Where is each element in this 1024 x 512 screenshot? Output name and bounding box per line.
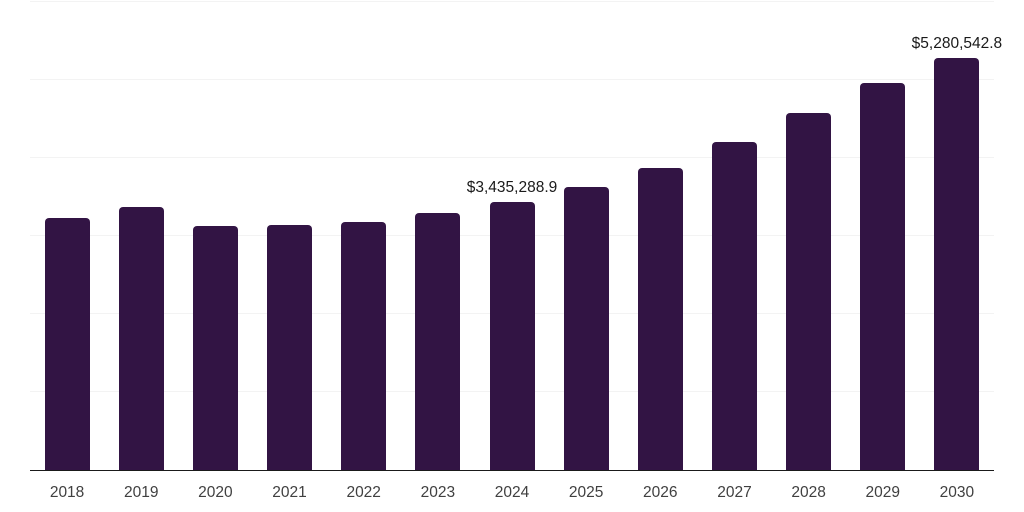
bar-2024[interactable] — [489, 202, 535, 470]
data-label-2030: $5,280,542.8 — [911, 34, 1003, 52]
bar-2026[interactable] — [637, 168, 683, 470]
bar-2021[interactable] — [267, 225, 313, 470]
gridline — [30, 1, 994, 2]
x-tick-2027: 2027 — [717, 484, 752, 501]
bar-2027[interactable] — [711, 142, 757, 470]
gridline — [30, 157, 994, 158]
bar-2020[interactable] — [192, 225, 238, 470]
x-tick-2021: 2021 — [272, 484, 307, 501]
plot-area: $3,435,288.9 $5,280,542.8 — [30, 1, 1002, 471]
x-tick-2028: 2028 — [791, 484, 826, 501]
bar-2028[interactable] — [786, 113, 832, 470]
x-tick-2019: 2019 — [123, 484, 159, 501]
x-tick-2026: 2026 — [643, 484, 678, 501]
bar-2029[interactable] — [860, 82, 906, 470]
x-tick-2020: 2020 — [198, 484, 233, 501]
bar-2023[interactable] — [415, 213, 461, 470]
bar-2025[interactable] — [563, 186, 609, 470]
gridline — [30, 79, 994, 80]
x-tick-2022: 2022 — [346, 484, 381, 501]
bar-2022[interactable] — [341, 221, 387, 470]
x-tick-2024: 2024 — [494, 484, 530, 501]
bar-2030[interactable] — [934, 58, 980, 470]
x-tick-2018: 2018 — [49, 484, 85, 501]
x-tick-2030: 2030 — [939, 484, 975, 501]
bar-2018[interactable] — [44, 218, 90, 470]
data-label-2024: $3,435,288.9 — [466, 178, 558, 196]
x-tick-2023: 2023 — [420, 484, 456, 501]
x-tick-2025: 2025 — [568, 484, 604, 501]
x-tick-2029: 2029 — [865, 484, 901, 501]
bar-2019[interactable] — [118, 207, 164, 470]
x-axis: 2018 2019 2020 2021 2022 2023 2024 2025 2026 2027… — [30, 484, 994, 506]
